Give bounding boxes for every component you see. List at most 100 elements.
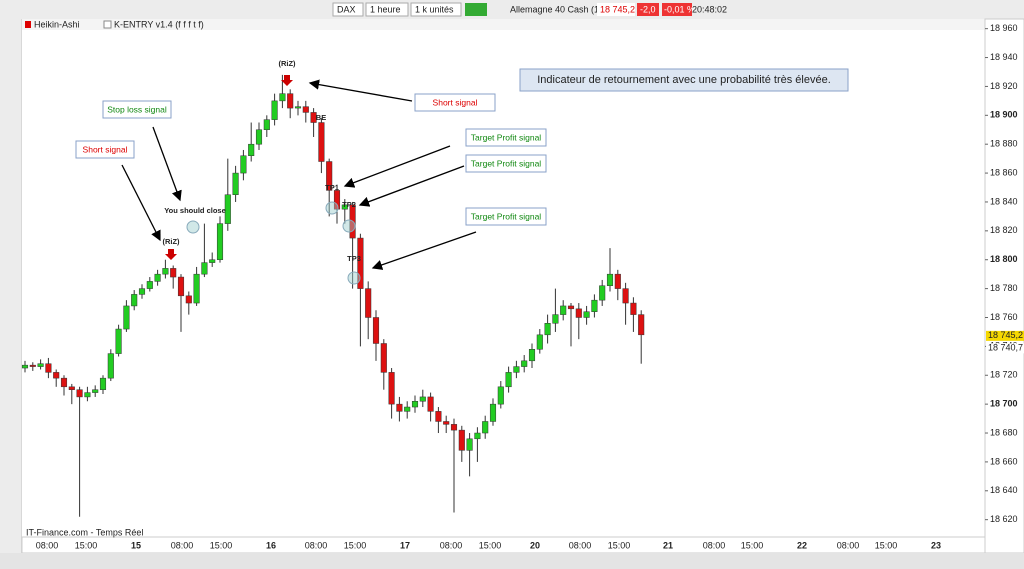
candle-body — [505, 372, 512, 388]
candle-body — [357, 237, 364, 289]
x-tick-label: 08:00 — [440, 540, 463, 550]
y-tick-label: 18 680 — [990, 427, 1018, 437]
x-tick-label: 17 — [400, 540, 410, 550]
x-tick-label: 08:00 — [305, 540, 328, 550]
signal-box — [465, 128, 547, 147]
y-tick-label: 18 840 — [990, 196, 1018, 206]
candle-body — [552, 314, 559, 324]
y-tick-label: 18 940 — [990, 52, 1018, 62]
period: 1 heure — [370, 4, 401, 14]
source: IT-Finance.com - Temps Réel — [26, 527, 143, 537]
x-tick-label: 16 — [266, 540, 276, 550]
candle-body — [279, 93, 286, 102]
candle-body — [560, 305, 567, 315]
price-tag-label: 18 745,2 — [988, 330, 1023, 340]
candle-body — [567, 305, 575, 310]
circle — [342, 219, 356, 233]
marker-label: TP1 — [325, 183, 339, 192]
x-tick-label: 08:00 — [36, 540, 59, 550]
units: 1 k unités — [415, 4, 454, 14]
candle-body — [333, 190, 341, 210]
signal-box — [465, 207, 547, 226]
y-tick-label: 18 880 — [990, 139, 1018, 149]
arrows — [121, 79, 477, 270]
tab[interactable]: Heikin-Ashi — [34, 19, 80, 29]
tab-bar — [22, 19, 985, 30]
y-tick-label: 18 700 — [990, 399, 1018, 409]
candle-body — [45, 363, 52, 373]
candle-body — [318, 122, 325, 162]
x-tick-label: 23 — [931, 540, 941, 550]
x-tick-label: 15:00 — [479, 540, 502, 550]
candle-body — [53, 372, 60, 379]
candle-body — [536, 334, 543, 350]
candle-body — [365, 288, 372, 318]
candle-body — [435, 411, 442, 422]
circle — [347, 271, 361, 285]
circles — [186, 201, 361, 285]
signal-box — [75, 140, 135, 159]
candle-body — [326, 161, 333, 191]
candle-body — [521, 360, 528, 367]
candle-body — [21, 364, 29, 369]
signal-box — [414, 93, 496, 112]
x-tick-label: 21 — [663, 540, 673, 550]
candle-body — [240, 155, 247, 174]
candle-body — [528, 349, 536, 362]
signal-box — [102, 100, 172, 119]
x-tick-label: 22 — [797, 540, 807, 550]
clock: 20:48:02 — [692, 4, 727, 14]
candle-body — [255, 129, 263, 145]
y-tick-label: 18 760 — [990, 312, 1018, 322]
candle-body — [575, 308, 582, 318]
sell-arrow — [281, 75, 293, 86]
x-tick-label: 08:00 — [837, 540, 860, 550]
arrow — [308, 79, 413, 102]
candle-body — [92, 389, 99, 393]
arrow — [121, 164, 161, 242]
candle-body — [482, 421, 489, 434]
marker-label: TP2 — [342, 200, 356, 209]
x-tick-label: 15:00 — [210, 540, 233, 550]
signal-label: Target Profit signal — [471, 132, 542, 142]
candle-body — [380, 343, 387, 373]
headline-box — [519, 68, 849, 92]
y-tick-label: 18 720 — [990, 370, 1018, 380]
symbol-field[interactable] — [332, 2, 364, 17]
candle-body — [185, 295, 192, 304]
candle-body — [115, 328, 122, 354]
change-pct-box — [662, 3, 692, 16]
price-tag-label: 18 740,7 — [988, 343, 1023, 353]
build-button[interactable] — [465, 3, 487, 16]
candle-body — [107, 353, 114, 379]
x-tick-label: 15:00 — [75, 540, 98, 550]
x-tick-label: 15:00 — [875, 540, 898, 550]
arrow — [343, 145, 451, 188]
y-tick-label: 18 800 — [990, 254, 1018, 264]
candle-body — [513, 366, 520, 373]
candle-body — [84, 392, 91, 398]
candle-body — [443, 421, 450, 425]
circle — [186, 220, 200, 234]
arrow — [371, 231, 477, 270]
x-tick-label: 08:00 — [569, 540, 592, 550]
candle-body — [232, 172, 239, 195]
candle-body — [458, 429, 465, 451]
headline: Indicateur de retournement avec une prob… — [537, 74, 831, 86]
candle-body — [427, 396, 434, 412]
x-tick-label: 15:00 — [741, 540, 764, 550]
units-field[interactable] — [410, 2, 462, 17]
period-field[interactable] — [365, 2, 409, 17]
signal-label: Target Profit signal — [471, 211, 542, 221]
x-tick-label: 20 — [530, 540, 540, 550]
candle-body — [372, 317, 380, 344]
tab[interactable]: K-ENTRY v1.4 (f f f t f) — [114, 19, 204, 29]
candle-body — [209, 259, 216, 263]
candle-body — [37, 363, 44, 367]
tab-checkbox[interactable] — [103, 20, 112, 29]
price-axis — [984, 18, 1024, 554]
sell-arrow — [165, 249, 177, 260]
candle-body — [404, 406, 411, 412]
candle-body — [466, 438, 473, 451]
